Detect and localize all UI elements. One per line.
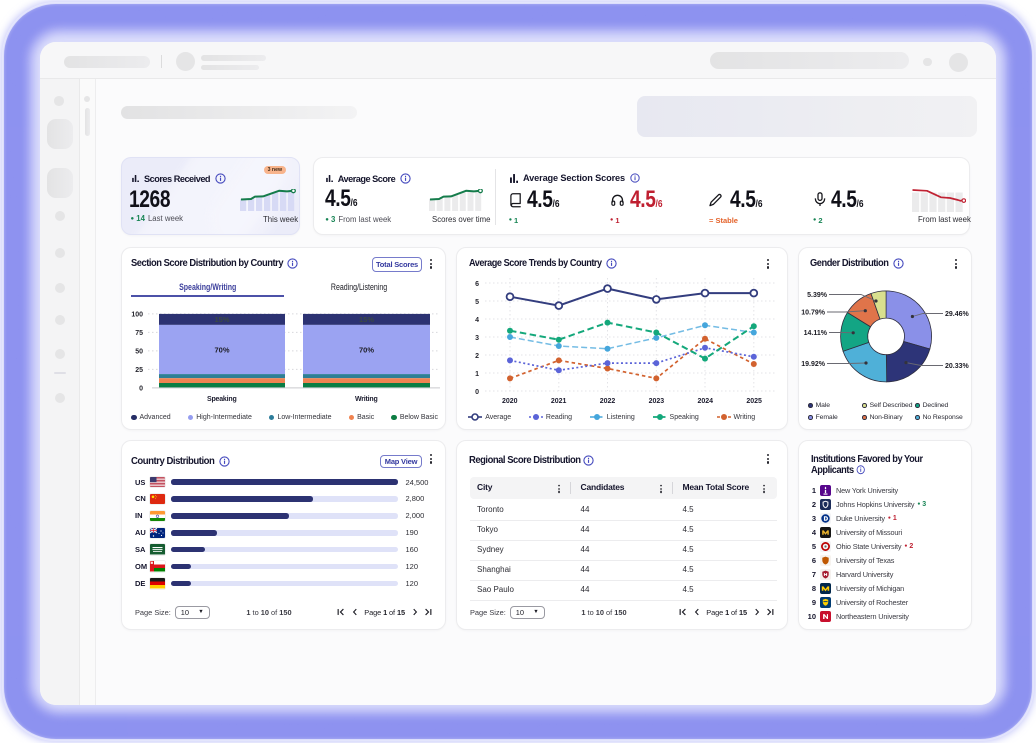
svg-text:1: 1 [475, 371, 479, 378]
svg-text:25: 25 [135, 367, 143, 374]
svg-text:19.92%: 19.92% [801, 361, 826, 368]
svg-text:29.46%: 29.46% [945, 311, 970, 318]
svg-text:15%: 15% [214, 315, 229, 324]
svg-text:20.33%: 20.33% [945, 363, 970, 370]
svg-text:100: 100 [131, 312, 143, 319]
svg-text:70%: 70% [214, 346, 229, 355]
svg-text:0: 0 [139, 386, 143, 393]
svg-text:5.39%: 5.39% [807, 292, 828, 299]
svg-text:10.79%: 10.79% [801, 310, 826, 317]
svg-text:6: 6 [475, 281, 479, 288]
svg-text:75: 75 [135, 330, 143, 337]
svg-text:0: 0 [475, 389, 479, 396]
svg-text:50: 50 [135, 349, 143, 356]
svg-text:4: 4 [475, 317, 479, 324]
svg-text:14.11%: 14.11% [804, 330, 828, 337]
svg-text:3: 3 [475, 335, 479, 342]
svg-text:5: 5 [475, 299, 479, 306]
svg-text:15%: 15% [359, 315, 374, 324]
svg-text:2: 2 [475, 353, 479, 360]
svg-text:70%: 70% [359, 346, 374, 355]
